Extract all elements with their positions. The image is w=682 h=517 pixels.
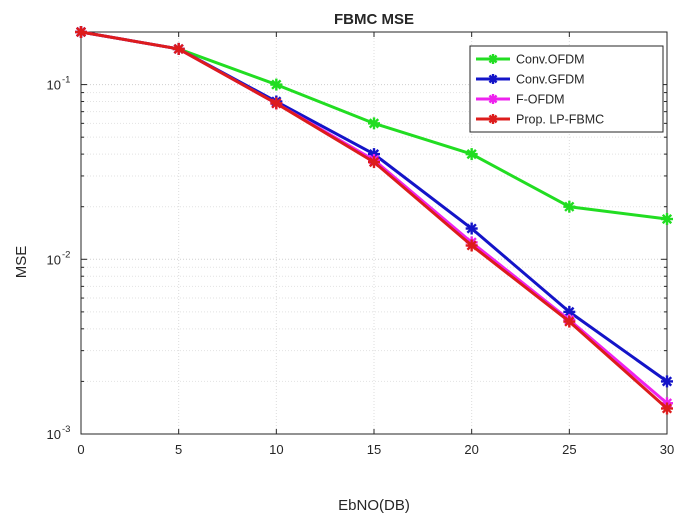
data-point (465, 239, 478, 252)
x-tick-label: 25 (562, 442, 576, 457)
x-tick-label: 0 (77, 442, 84, 457)
y-tick-label-base: 10 (47, 427, 61, 442)
data-point (488, 114, 498, 124)
data-point (563, 315, 576, 328)
x-tick-label: 20 (464, 442, 478, 457)
legend-item: Conv.OFDM (476, 53, 585, 67)
legend: Conv.OFDM Conv.GFDM F-OFDM Prop. LP-FBMC (469, 45, 664, 133)
y-tick-label-base: 10 (47, 78, 61, 93)
legend-label: Conv.OFDM (516, 53, 585, 67)
data-point (75, 26, 87, 38)
data-point (661, 213, 673, 226)
legend-label: Conv.GFDM (516, 73, 585, 87)
data-point (488, 74, 498, 84)
data-point (465, 148, 478, 161)
x-tick-label: 10 (269, 442, 283, 457)
data-point (368, 117, 380, 130)
legend-item: Conv.GFDM (476, 73, 585, 87)
data-point (488, 54, 498, 64)
y-tick-label-base: 10 (47, 252, 61, 267)
data-point (465, 222, 478, 235)
chart-title: FBMC MSE (334, 11, 414, 28)
y-tick-label-exponent: -3 (62, 424, 70, 435)
data-point (563, 200, 576, 213)
x-tick-label: 5 (175, 442, 182, 457)
x-tick-label: 30 (660, 442, 674, 457)
legend-label: F-OFDM (516, 93, 565, 107)
data-point (270, 97, 283, 110)
y-tick-label-exponent: -2 (62, 249, 70, 260)
y-tick-label-exponent: -1 (62, 75, 70, 86)
y-axis-label: MSE (13, 246, 30, 279)
x-tick-label: 15 (367, 442, 381, 457)
series-Prop. LP-FBMC (75, 26, 673, 415)
data-point (661, 402, 673, 415)
data-point (488, 94, 498, 104)
legend-item: Prop. LP-FBMC (476, 113, 604, 127)
series-layer (75, 26, 673, 415)
data-point (270, 78, 283, 91)
legend-item: F-OFDM (476, 93, 565, 107)
data-point (368, 156, 380, 169)
x-axis-label: EbNO(DB) (338, 497, 410, 514)
data-point (172, 42, 185, 55)
data-point (661, 375, 673, 388)
legend-label: Prop. LP-FBMC (516, 113, 604, 127)
